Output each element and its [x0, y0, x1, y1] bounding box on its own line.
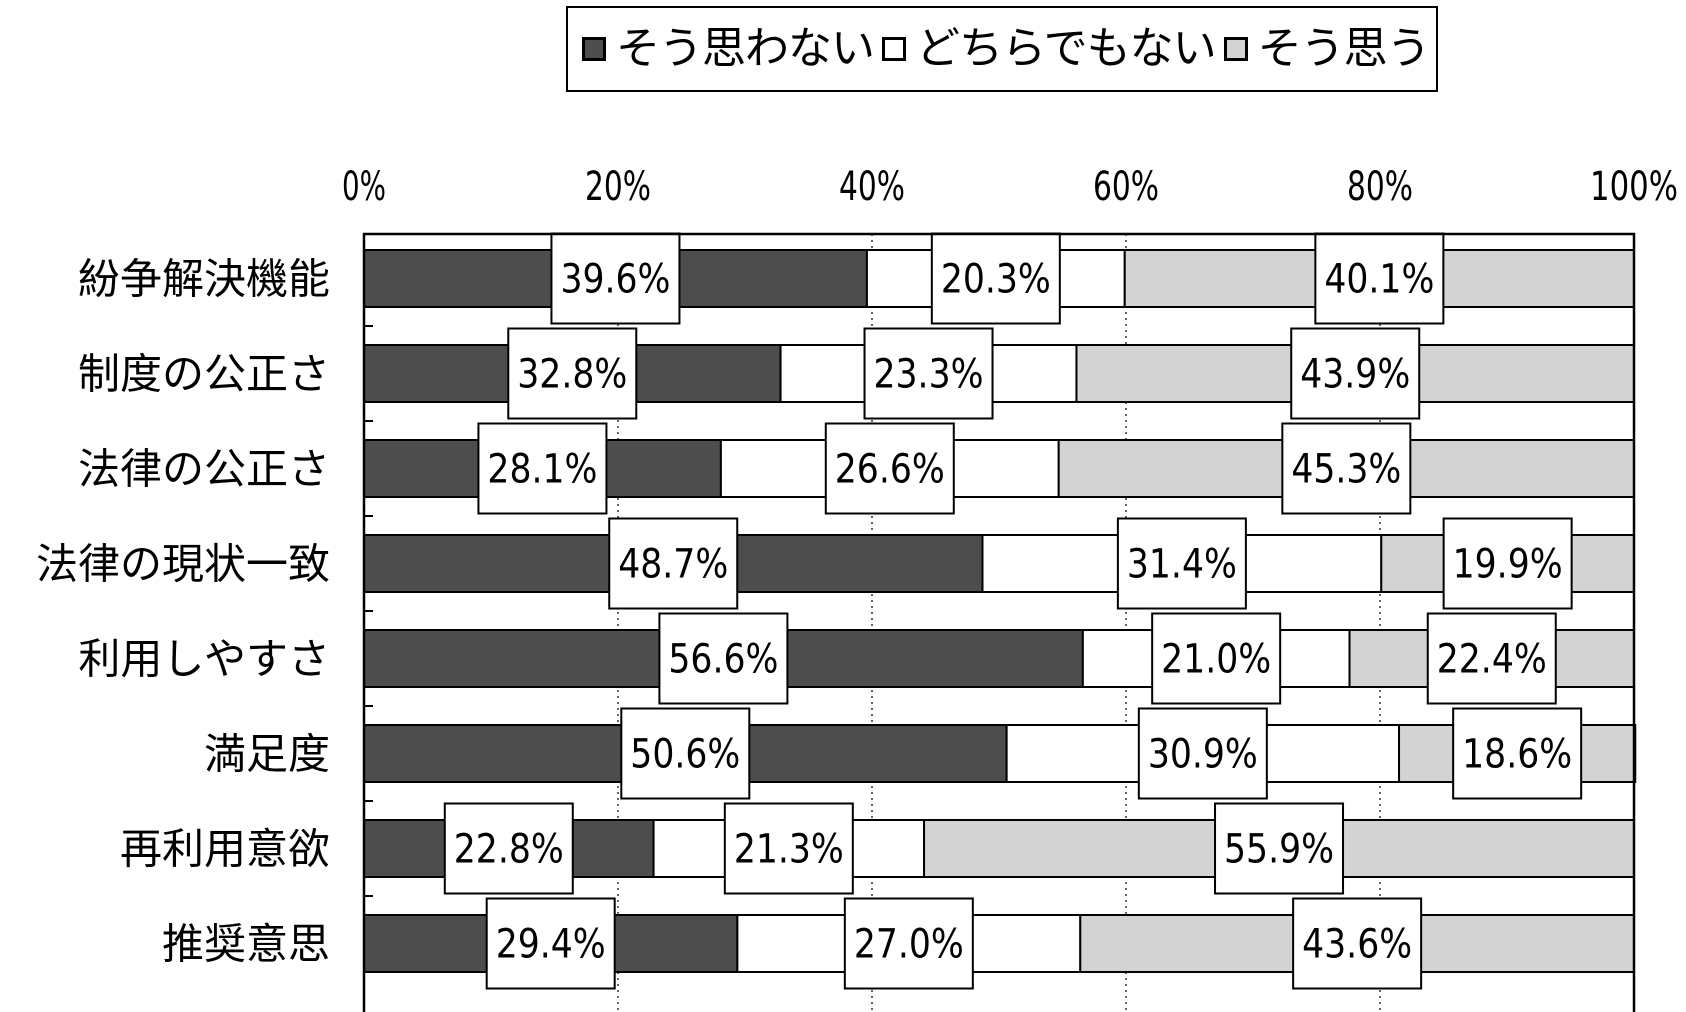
category-label: 法律の公正さ [78, 445, 330, 494]
data-label: 19.9% [1453, 542, 1563, 588]
x-tick-label: 60% [1093, 164, 1159, 210]
legend-swatch [582, 37, 606, 61]
data-label-box [1314, 232, 1445, 325]
data-label: 23.3% [874, 352, 984, 398]
data-label: 40.1% [1324, 257, 1434, 303]
category-label: 法律の現状一致 [36, 540, 330, 589]
data-label-box [443, 802, 574, 895]
data-label-box [930, 232, 1061, 325]
data-label: 26.6% [835, 447, 945, 493]
data-label: 28.1% [487, 447, 597, 493]
data-label-box [620, 707, 751, 800]
data-label-box [1426, 612, 1557, 705]
legend-item: そう思わない [582, 23, 875, 74]
legend-label: どちらでもない [916, 23, 1217, 74]
x-tick-label: 0% [342, 164, 386, 210]
data-label-box [1116, 517, 1247, 610]
data-label-box [1281, 422, 1412, 515]
plot-frame [362, 232, 1636, 1012]
category-label: 制度の公正さ [78, 350, 330, 399]
category-label: 利用しやすさ [78, 635, 330, 684]
data-label-box [477, 422, 608, 515]
data-label: 45.3% [1291, 447, 1401, 493]
x-tick-label: 80% [1347, 164, 1413, 210]
data-label-box [1214, 802, 1345, 895]
data-label: 31.4% [1127, 542, 1237, 588]
data-label-box [1137, 707, 1268, 800]
data-label-box [1290, 327, 1421, 420]
data-label: 22.4% [1437, 637, 1547, 683]
data-label-box [1452, 707, 1583, 800]
data-label: 21.3% [734, 827, 844, 873]
data-label: 18.6% [1462, 732, 1572, 778]
data-label-box [1151, 612, 1282, 705]
category-label: 紛争解決機能 [78, 255, 330, 304]
data-label-box [608, 517, 739, 610]
data-label: 56.6% [668, 637, 778, 683]
data-label: 43.6% [1302, 922, 1412, 968]
data-label: 27.0% [854, 922, 964, 968]
legend-label: そう思う [1257, 23, 1431, 74]
data-label: 21.0% [1161, 637, 1271, 683]
data-label-box [485, 897, 616, 990]
category-label: 満足度 [204, 730, 330, 779]
data-label-box [550, 232, 681, 325]
legend-label: そう思わない [616, 23, 875, 74]
legend-item: そう思う [1223, 23, 1431, 74]
data-label: 29.4% [496, 922, 606, 968]
data-label: 20.3% [941, 257, 1051, 303]
data-label-box [824, 422, 955, 515]
data-label-box [1442, 517, 1573, 610]
data-label-box [843, 897, 974, 990]
x-tick-label: 40% [839, 164, 905, 210]
data-label: 22.8% [454, 827, 564, 873]
category-label: 推奨意思 [162, 920, 330, 969]
data-label: 32.8% [517, 352, 627, 398]
data-label: 55.9% [1224, 827, 1334, 873]
data-label: 43.9% [1300, 352, 1410, 398]
data-label: 50.6% [630, 732, 740, 778]
legend-swatch [882, 37, 906, 61]
x-tick-label: 100% [1590, 164, 1678, 210]
data-label: 30.9% [1148, 732, 1258, 778]
data-label-box [658, 612, 789, 705]
x-tick-label: 20% [585, 164, 651, 210]
legend: そう思わない どちらでもない そう思う [566, 6, 1438, 92]
category-label: 再利用意欲 [120, 825, 330, 874]
data-label: 48.7% [618, 542, 728, 588]
data-label: 39.6% [560, 257, 670, 303]
legend-item: どちらでもない [882, 23, 1217, 74]
data-label-box [723, 802, 854, 895]
data-label-box [507, 327, 638, 420]
data-label-box [1292, 897, 1423, 990]
data-label-box [863, 327, 994, 420]
legend-swatch [1223, 37, 1248, 61]
